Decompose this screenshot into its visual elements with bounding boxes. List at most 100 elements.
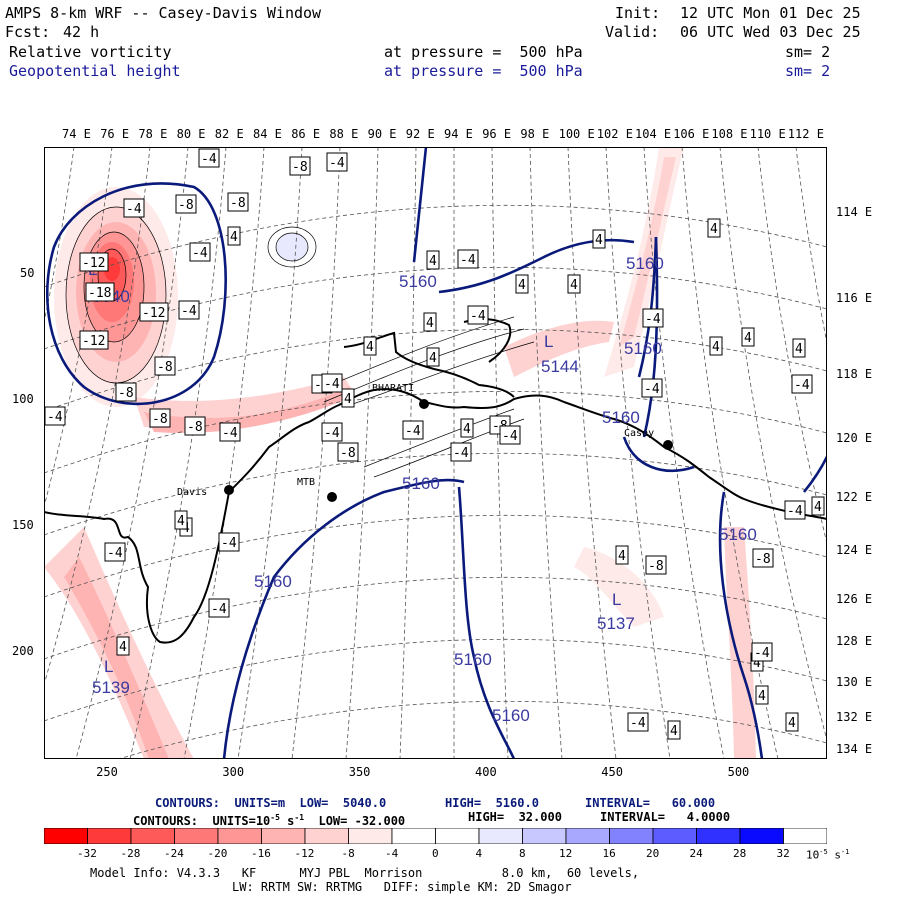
vort-label: -8 <box>340 446 356 461</box>
vort-label: -4 <box>126 202 142 217</box>
vort-label: -4 <box>460 253 476 268</box>
colorbar-unit-exp2: -1 <box>840 848 850 856</box>
vort-label: -4 <box>794 378 810 393</box>
vort-label: -4 <box>181 304 197 319</box>
vort-label: -4 <box>329 156 345 171</box>
vort-label: 4 <box>753 656 761 671</box>
colorbar-segment <box>739 828 784 844</box>
vort-label: -4 <box>453 446 469 461</box>
top-lon-label: 106 E <box>673 127 710 141</box>
vort-label-box <box>337 442 359 462</box>
colorbar-segment <box>348 828 393 844</box>
field2-name: Geopotential height <box>9 62 181 80</box>
vort-label: 4 <box>429 351 437 366</box>
colorbar-tick-label: -24 <box>164 847 184 860</box>
vort-contour-high: HIGH= 32.000 <box>468 810 562 824</box>
station-labels: BHARATI Casey Davis MTB <box>177 383 654 498</box>
vort-label-box <box>615 545 629 565</box>
colorbar-segment <box>261 828 306 844</box>
vort-label-box <box>218 532 240 552</box>
x-tick-label: 400 <box>475 765 497 779</box>
vort-label: -12 <box>82 334 105 349</box>
vort-label: 4 <box>712 340 720 355</box>
vort-label-box <box>707 218 721 238</box>
meridian-line <box>237 147 303 759</box>
vort-label-box <box>784 500 806 520</box>
colorbar-segment <box>478 828 523 844</box>
right-lon-label: 130 E <box>836 675 873 689</box>
vort-label-box <box>460 418 474 438</box>
top-lon-label: 110 E <box>749 127 786 141</box>
top-lon-label: 94 E <box>444 127 473 141</box>
top-lon-label: 76 E <box>100 127 130 141</box>
valid-value: 06 UTC Wed 03 Dec 25 <box>680 23 861 41</box>
vort-label: -12 <box>82 256 105 271</box>
model-info-line2: LW: RRTM SW: RRTMG DIFF: simple KM: 2D S… <box>232 880 572 894</box>
right-lon-label: 118 E <box>836 367 873 381</box>
vort-label-box <box>642 308 664 328</box>
vort-label-box <box>227 192 249 212</box>
top-lon-label: 74 E <box>62 127 91 141</box>
right-lon-label: 126 E <box>836 592 873 606</box>
height-label: 5160 <box>492 706 530 725</box>
top-lon-label: 100 E <box>558 127 595 141</box>
station-markers <box>224 399 673 502</box>
vort-label-box <box>402 420 424 440</box>
vort-contour-interval: INTERVAL= 4.0000 <box>600 810 731 824</box>
vort-label: -4 <box>107 546 123 561</box>
colorbar-segment <box>435 828 480 844</box>
vort-label-box <box>592 229 606 249</box>
colorbar-tick-label: -4 <box>385 847 399 860</box>
colorbar-tick-label: -16 <box>251 847 271 860</box>
top-lon-label: 78 E <box>138 127 168 141</box>
top-lon-label: 112 E <box>787 127 824 141</box>
vort-label-box <box>363 336 377 356</box>
vort-label: -4 <box>192 246 208 261</box>
colorbar-tick-label: 32 <box>776 847 790 860</box>
field1-name: Relative vorticity <box>9 43 172 61</box>
parallel-line <box>44 576 827 660</box>
colorbar-segment <box>783 828 827 844</box>
vort-label-box <box>79 252 109 272</box>
colorbar-unit-s: s <box>834 848 841 862</box>
vort-label-box <box>139 302 169 322</box>
height-label: 5160 <box>719 525 757 544</box>
height-label: 5160 <box>399 272 437 291</box>
vort-label: -4 <box>502 429 518 444</box>
vort-label-box <box>341 388 355 408</box>
colorbar-segment <box>609 828 654 844</box>
parallel-line <box>44 390 827 474</box>
vort-label: -8 <box>157 360 173 375</box>
colorbar-tick-label: 4 <box>475 847 483 860</box>
vort-label: -4 <box>630 716 646 731</box>
init-label: Init: <box>615 4 661 22</box>
top-lon-label: 98 E <box>520 127 550 141</box>
vort-label-box <box>755 685 769 705</box>
right-lon-label: 132 E <box>836 710 873 724</box>
right-lon-label: 124 E <box>836 543 873 557</box>
vort-label-box <box>467 305 489 325</box>
vort-label: -8 <box>178 198 194 213</box>
vort-contour-exp: -5 <box>270 813 280 822</box>
right-lon-label: 122 E <box>836 490 873 504</box>
vort-label: -8 <box>187 420 203 435</box>
x-tick-label: 250 <box>96 765 118 779</box>
vort-label: -18 <box>88 286 111 301</box>
colorbar-tick-label: -12 <box>294 847 315 860</box>
top-lon-label: 84 E <box>253 127 282 141</box>
vort-label-box <box>811 496 825 516</box>
vort-label: 4 <box>795 342 803 357</box>
height-label: 5160 <box>254 572 292 591</box>
colorbar-unit-exp: -5 <box>819 848 828 856</box>
height-label: 5160 <box>454 650 492 669</box>
height-contour-high: HIGH= 5160.0 <box>445 796 539 810</box>
vort-label-box <box>321 422 343 442</box>
meridian-line <box>529 147 563 759</box>
colorbar-segment <box>522 828 567 844</box>
colorbar-segment <box>87 828 132 844</box>
vort-label-box <box>219 422 241 442</box>
low-center-label: L <box>544 332 553 351</box>
top-lon-label: 80 E <box>176 127 206 141</box>
vort-label-box <box>627 712 649 732</box>
meridian-line <box>643 147 725 759</box>
